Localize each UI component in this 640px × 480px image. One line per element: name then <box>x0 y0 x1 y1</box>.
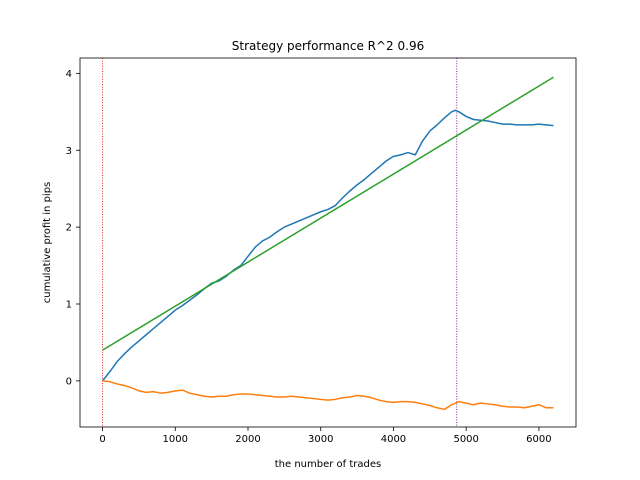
axes-frame <box>79 57 577 428</box>
x-tick-label: 2000 <box>235 434 260 445</box>
x-tick-label: 3000 <box>308 434 333 445</box>
series-line-2 <box>102 380 554 411</box>
y-tick-label: 1 <box>66 300 72 311</box>
series-line-3 <box>102 76 554 351</box>
x-tick-label: 0 <box>99 434 105 445</box>
y-tick-label: 4 <box>66 69 72 80</box>
y-tick-label: 0 <box>66 376 72 387</box>
x-tick-label: 6000 <box>526 434 551 445</box>
y-tick-label: 2 <box>66 223 72 234</box>
tick-layer: 0 1000 2000 3000 4000 5000 6000 0 1 2 3 4 <box>66 69 552 445</box>
chart-title: Strategy performance R^2 0.96 <box>232 39 424 53</box>
x-tick-label: 5000 <box>453 434 478 445</box>
y-tick-label: 3 <box>66 146 72 157</box>
plot-layer <box>101 58 554 427</box>
x-axis-label: the number of trades <box>275 459 381 470</box>
x-tick-label: 4000 <box>381 434 406 445</box>
x-tick-label: 1000 <box>163 434 188 445</box>
y-axis-label: cumulative profit in pips <box>42 182 53 304</box>
series-line-1 <box>101 109 554 382</box>
